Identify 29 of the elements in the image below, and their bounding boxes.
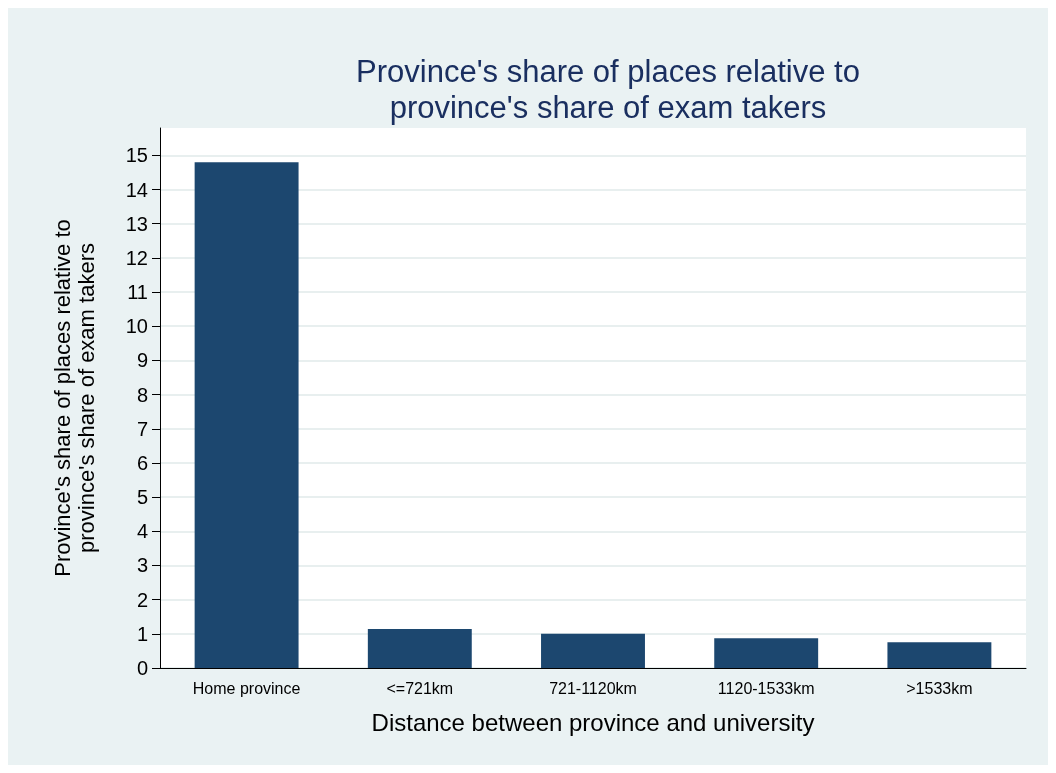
y-tick-label: 4 <box>136 520 148 543</box>
bar <box>367 629 472 668</box>
y-tick-label: 3 <box>136 554 148 577</box>
y-tick-label: 5 <box>136 486 148 509</box>
y-tick-label: 11 <box>127 281 148 304</box>
y-tick-label: 6 <box>136 451 148 474</box>
x-tick-label: >1533km <box>906 679 973 697</box>
y-tick-label: 9 <box>136 349 148 372</box>
y-tick-label: 10 <box>125 315 148 338</box>
bar <box>714 638 819 668</box>
bar <box>194 162 299 668</box>
x-tick-label: 1120-1533km <box>717 679 815 697</box>
x-tick-label: <=721km <box>386 679 454 697</box>
y-tick-label: 15 <box>125 144 148 167</box>
x-axis-title: Distance between province and university <box>371 708 815 736</box>
y-tick-label: 14 <box>125 178 148 201</box>
x-tick-label: 721-1120km <box>549 679 637 697</box>
y-tick-label: 12 <box>125 246 148 269</box>
y-axis-title: Province's share of places relative to province's share of exam takers <box>49 219 99 577</box>
y-tick-label: 13 <box>125 212 148 235</box>
x-tick-label: Home province <box>192 679 301 697</box>
y-tick-label: 0 <box>136 657 148 679</box>
y-tick-label: 8 <box>136 383 148 406</box>
y-tick-label: 1 <box>136 622 148 645</box>
bar <box>541 633 645 668</box>
bar <box>887 642 992 668</box>
y-tick-label: 7 <box>136 417 148 440</box>
chart-title: Province's share of places relative to province's share of exam takers <box>356 53 860 125</box>
y-tick-label: 2 <box>136 588 148 611</box>
